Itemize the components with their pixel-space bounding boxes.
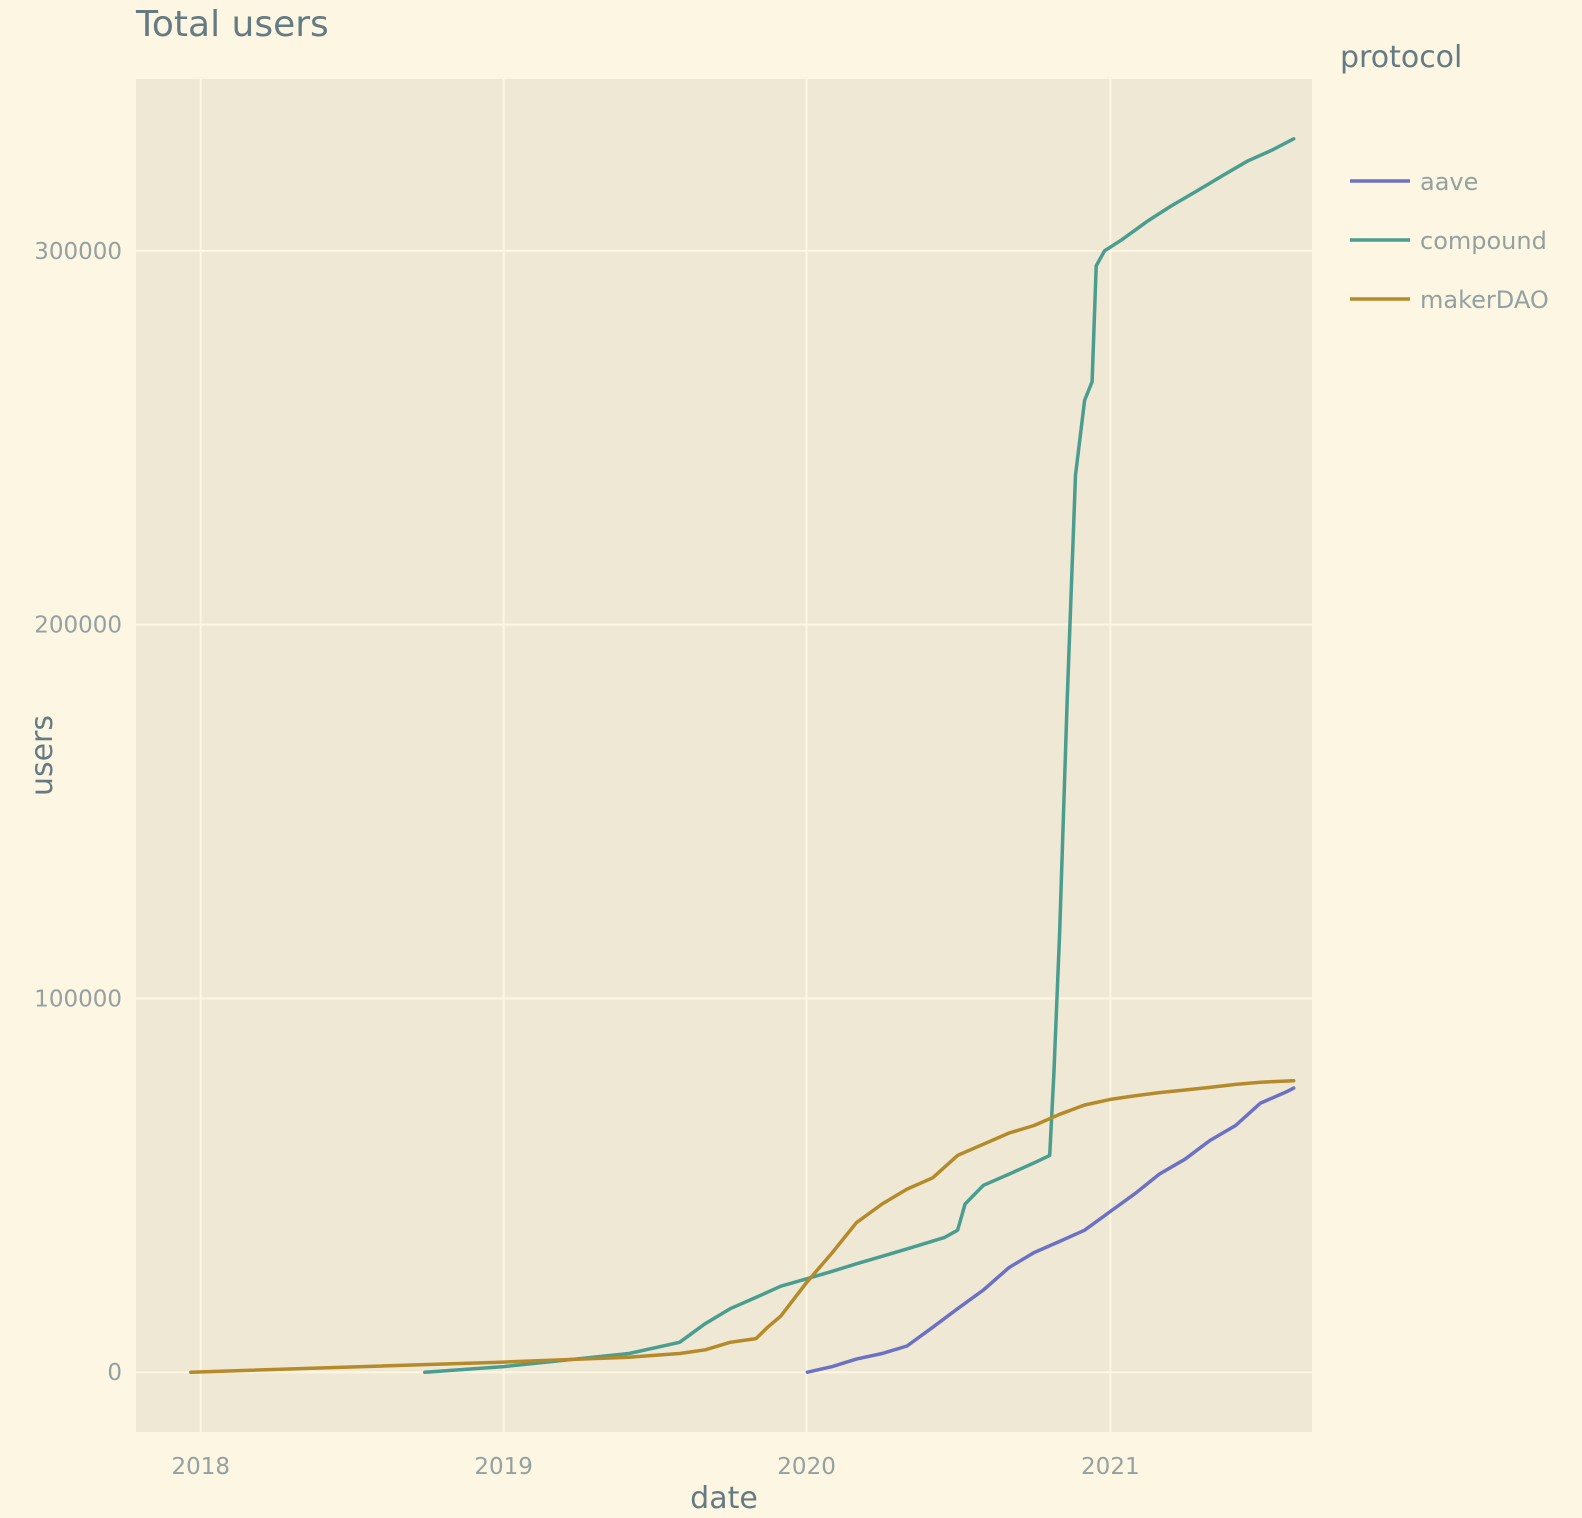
grid — [136, 79, 1312, 1432]
x-tick-label: 2021 — [1081, 1454, 1140, 1480]
series-line-aave — [805, 1086, 1296, 1374]
x-tick-label: 2020 — [777, 1454, 836, 1480]
x-tick-label: 2018 — [171, 1454, 230, 1480]
series-line-compound — [423, 137, 1296, 1374]
legend-title: protocol — [1340, 40, 1462, 75]
chart-title: Total users — [135, 4, 329, 45]
plot-area — [136, 79, 1312, 1432]
series-lines — [189, 137, 1296, 1374]
x-tick-label: 2019 — [474, 1454, 533, 1480]
legend: protocol aave compound makerDAO — [1340, 40, 1549, 314]
y-axis-title: users — [25, 715, 60, 796]
y-tick-label: 200000 — [34, 613, 122, 639]
y-tick-label: 300000 — [34, 239, 122, 265]
y-tick-label: 100000 — [34, 986, 122, 1012]
tick-labels: 2018 2019 2020 2021 0 100000 200000 300000 — [34, 239, 1139, 1480]
legend-label-compound: compound — [1420, 227, 1547, 255]
y-tick-label: 0 — [107, 1360, 122, 1386]
legend-label-aave: aave — [1420, 168, 1478, 196]
series-line-makerDAO — [189, 1078, 1296, 1374]
x-axis-title: date — [690, 1481, 758, 1516]
legend-label-makerDAO: makerDAO — [1420, 286, 1549, 314]
